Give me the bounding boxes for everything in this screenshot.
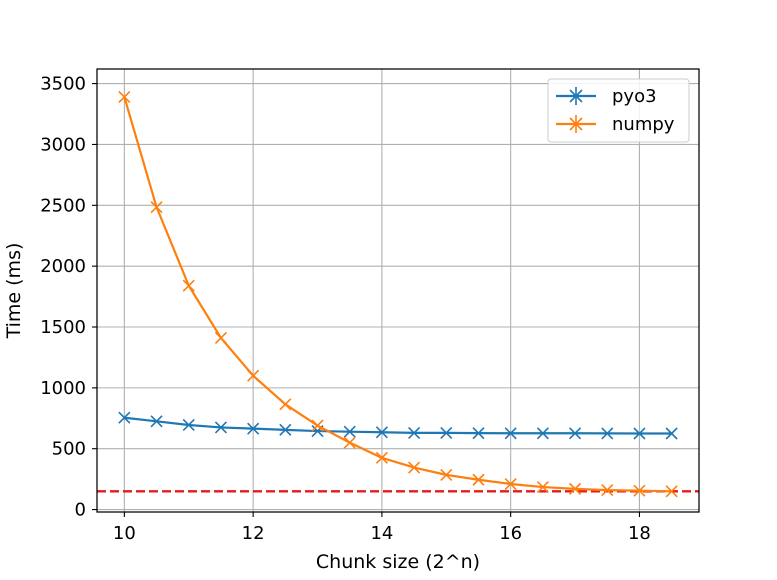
data-point-pyo3 [375, 426, 388, 439]
legend-marker [569, 87, 583, 105]
data-point-pyo3 [472, 427, 485, 440]
data-point-numpy [504, 477, 517, 491]
legend-item-numpy: numpy [556, 114, 675, 135]
y-tick-label: 0 [75, 500, 86, 521]
legend-label: pyo3 [612, 86, 657, 107]
data-point-pyo3 [279, 423, 292, 436]
series-line-pyo3 [124, 416, 672, 435]
x-tick-label: 10 [113, 523, 136, 544]
y-axis-ticks: 0 500 1000 1500 2000 2500 3000 3500 [40, 74, 97, 521]
data-point-numpy [247, 369, 260, 382]
x-tick-label: 18 [628, 523, 651, 544]
plot-frame [96, 68, 700, 513]
data-point-pyo3 [504, 427, 517, 440]
data-point-pyo3 [665, 427, 678, 440]
series-line-numpy [123, 96, 672, 493]
data-point-pyo3 [440, 426, 453, 439]
data-point-numpy [440, 468, 453, 481]
data-point-numpy [343, 436, 356, 449]
data-point-numpy [536, 480, 549, 494]
data-point-pyo3 [601, 427, 614, 440]
y-tick-label: 3500 [40, 74, 86, 95]
data-point-pyo3 [247, 422, 260, 435]
y-tick-label: 1000 [40, 378, 86, 399]
data-point-pyo3 [536, 427, 549, 440]
legend-marker [569, 115, 583, 133]
data-point-numpy [375, 451, 388, 464]
data-point-pyo3 [118, 411, 131, 424]
data-point-numpy [601, 484, 614, 497]
x-tick-label: 12 [242, 523, 265, 544]
data-point-numpy [665, 485, 678, 498]
data-point-numpy [408, 461, 421, 474]
y-tick-label: 2500 [40, 195, 86, 216]
data-point-pyo3 [568, 427, 582, 440]
data-point-pyo3 [633, 427, 646, 440]
data-point-numpy [568, 482, 582, 495]
y-axis-label: Time (ms) [3, 243, 25, 340]
y-tick-label: 500 [52, 439, 86, 460]
y-tick-label: 2000 [40, 256, 86, 277]
legend: pyo3 numpy [547, 78, 690, 143]
data-point-numpy [472, 473, 485, 486]
grid [97, 69, 699, 512]
y-tick-label: 1500 [40, 317, 86, 338]
legend-item-pyo3: pyo3 [556, 86, 657, 107]
data-point-pyo3 [182, 418, 195, 432]
x-axis-ticks: 10 12 14 16 18 [113, 512, 651, 544]
data-point-numpy [279, 398, 292, 411]
legend-label: numpy [612, 114, 675, 135]
x-tick-label: 16 [499, 523, 522, 544]
data-point-pyo3 [150, 415, 163, 428]
data-point-numpy [311, 419, 324, 432]
series-group [118, 90, 678, 498]
legend-box [547, 78, 690, 143]
data-point-numpy [214, 331, 228, 345]
data-point-pyo3 [214, 421, 228, 434]
data-point-pyo3 [343, 425, 356, 438]
data-point-numpy [633, 484, 646, 497]
data-point-pyo3 [408, 426, 421, 439]
data-point-numpy [182, 279, 195, 292]
data-point-numpy [150, 201, 163, 214]
x-axis-label: Chunk size (2^n) [316, 551, 480, 573]
x-tick-label: 14 [370, 523, 393, 544]
data-point-numpy [118, 90, 131, 104]
y-tick-label: 3000 [40, 134, 86, 155]
